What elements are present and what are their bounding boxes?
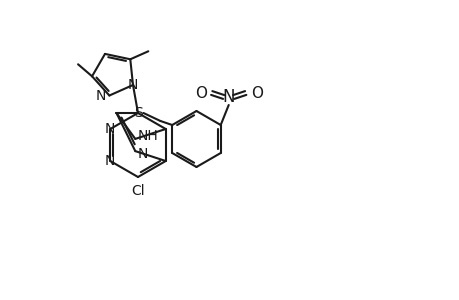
Text: N: N xyxy=(105,154,115,168)
Text: O: O xyxy=(194,85,206,100)
Text: N: N xyxy=(137,147,147,161)
Text: O: O xyxy=(250,85,262,100)
Text: NH: NH xyxy=(137,129,158,143)
Text: N: N xyxy=(128,78,138,92)
Text: N: N xyxy=(96,88,106,103)
Text: Cl: Cl xyxy=(131,184,145,198)
Text: S: S xyxy=(134,106,143,120)
Text: N: N xyxy=(222,88,235,106)
Text: N: N xyxy=(105,122,115,136)
